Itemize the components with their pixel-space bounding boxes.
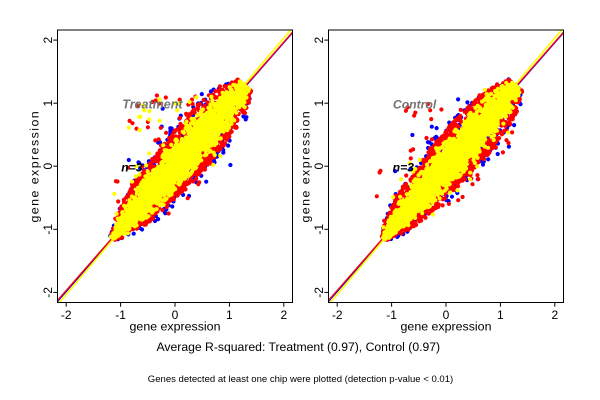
- svg-text:1: 1: [226, 308, 233, 322]
- svg-text:0: 0: [172, 308, 179, 322]
- svg-text:Control: Control: [393, 97, 437, 111]
- svg-text:-2: -2: [332, 308, 343, 322]
- svg-text:-2: -2: [312, 287, 326, 298]
- svg-text:2: 2: [280, 308, 287, 322]
- svg-text:2: 2: [41, 36, 55, 43]
- svg-text:1: 1: [41, 100, 55, 107]
- svg-text:-1: -1: [386, 308, 397, 322]
- svg-text:-1: -1: [115, 308, 126, 322]
- svg-text:gene expression: gene expression: [27, 110, 41, 223]
- svg-text:-1: -1: [41, 224, 55, 235]
- svg-text:gene expression: gene expression: [130, 320, 221, 334]
- svg-text:n=3: n=3: [393, 161, 415, 175]
- svg-text:Average R-squared: Treatment (: Average R-squared: Treatment (0.97), Con…: [156, 340, 440, 354]
- svg-text:-1: -1: [312, 224, 326, 235]
- svg-text:gene expression: gene expression: [401, 320, 492, 334]
- svg-text:gene expression: gene expression: [298, 110, 312, 223]
- svg-text:0: 0: [41, 163, 55, 170]
- svg-text:0: 0: [312, 163, 326, 170]
- svg-text:Genes detected at least one ch: Genes detected at least one chip were pl…: [148, 374, 453, 385]
- svg-text:-2: -2: [41, 287, 55, 298]
- svg-text:2: 2: [551, 308, 558, 322]
- svg-text:1: 1: [497, 308, 504, 322]
- svg-text:Treatment: Treatment: [122, 97, 183, 111]
- svg-text:2: 2: [312, 36, 326, 43]
- svg-text:1: 1: [312, 100, 326, 107]
- svg-text:0: 0: [443, 308, 450, 322]
- svg-text:-2: -2: [61, 308, 72, 322]
- svg-text:n=3: n=3: [121, 161, 143, 175]
